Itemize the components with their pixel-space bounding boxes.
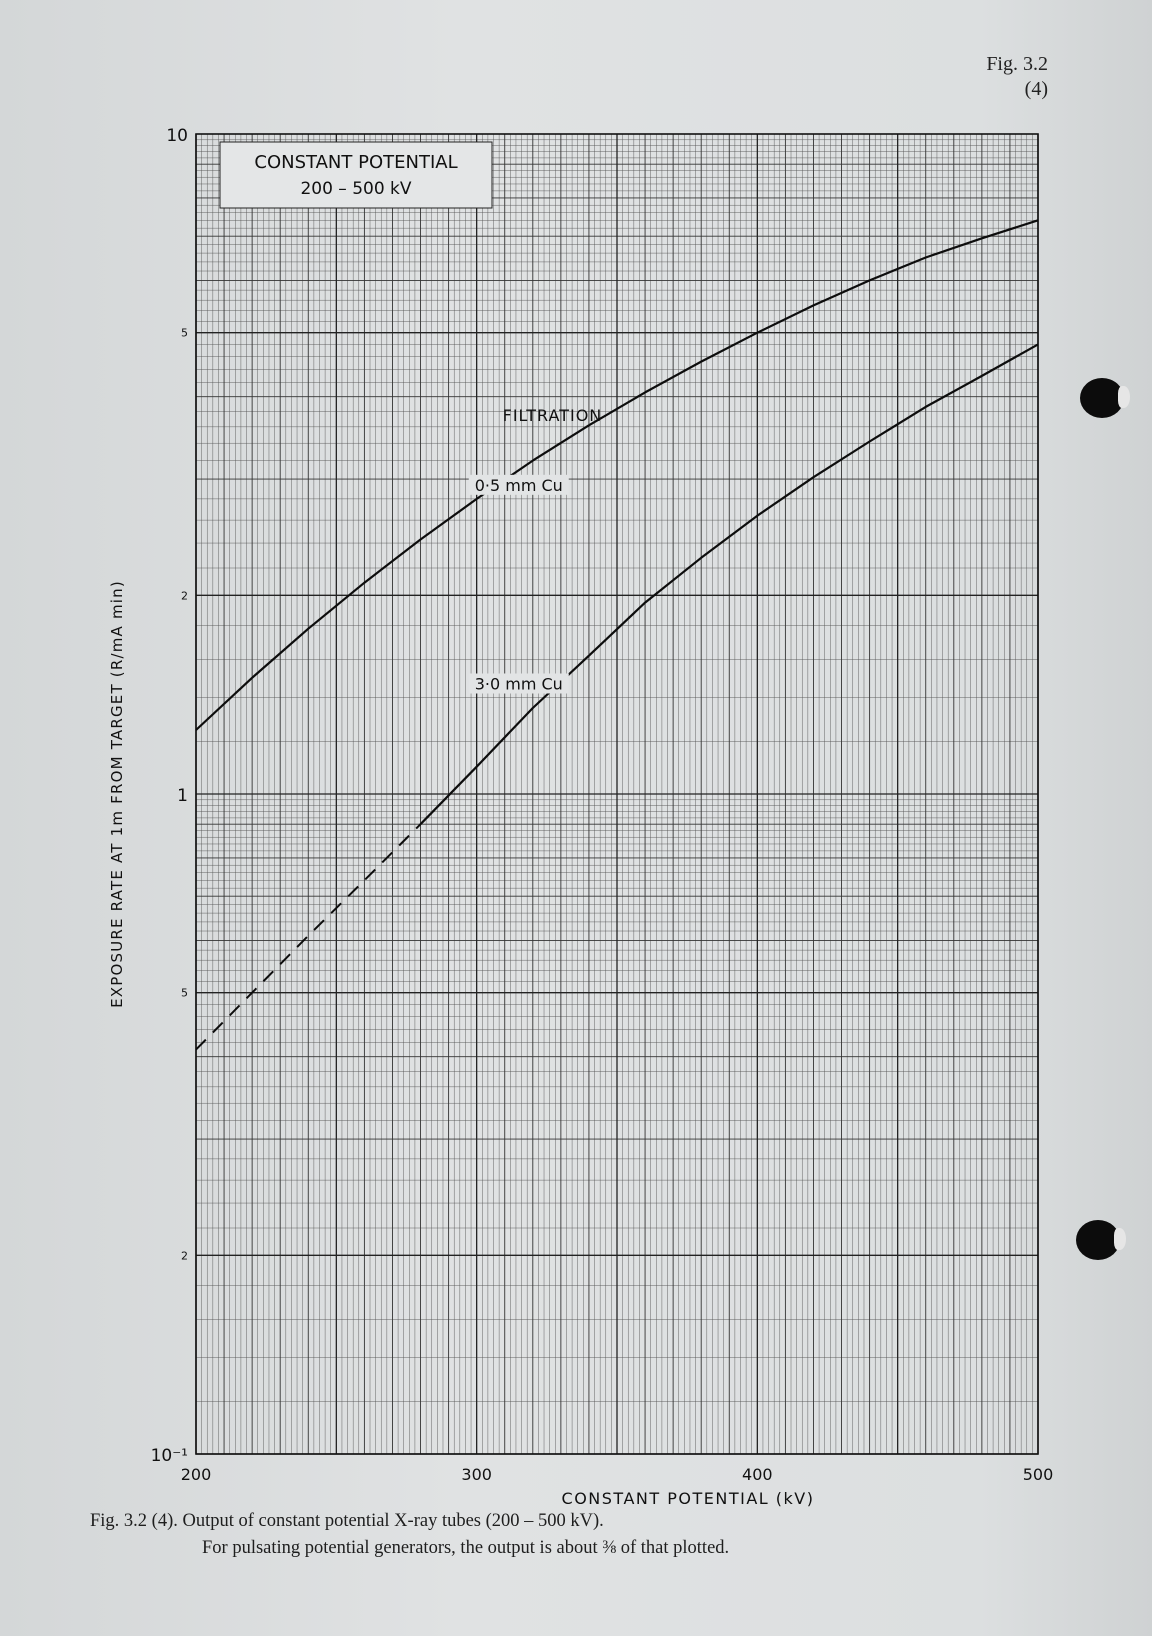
y-tick-label: 5 [181, 987, 188, 1000]
figure-caption: Fig. 3.2 (4). Output of constant potenti… [90, 1508, 729, 1562]
x-tick-label: 200 [181, 1465, 212, 1484]
series-line-0 [195, 219, 1039, 731]
series-line-1 [419, 343, 1039, 825]
y-tick-label: 10 [166, 126, 188, 146]
x-axis-label: CONSTANT POTENTIAL (kV) [562, 1489, 815, 1508]
series-labels: 0·5 mm Cu 3·0 mm Cu [468, 474, 569, 694]
figure-number: (4) [1024, 78, 1048, 100]
series-label-0: 0·5 mm Cu [475, 476, 563, 495]
x-tick-label: 500 [1023, 1465, 1054, 1484]
series-label-1: 3·0 mm Cu [475, 674, 563, 693]
plot-frame [195, 133, 1039, 1455]
y-tick-label: 10⁻¹ [151, 1446, 188, 1466]
y-axis-label: EXPOSURE RATE AT 1m FROM TARGET (R/mA mi… [108, 580, 126, 1008]
x-axis-ticks: 200 300 400 500 [181, 1465, 1054, 1484]
figure-label: Fig. 3.2 [986, 53, 1048, 75]
series-line-dashed-1 [195, 823, 422, 1051]
caption-line-2: For pulsating potential generators, the … [202, 1538, 730, 1558]
y-tick-label: 2 [181, 1249, 188, 1262]
chart-title-line-1: CONSTANT POTENTIAL [254, 152, 457, 173]
series-label-bg-0 [468, 474, 569, 495]
chart-title-box [219, 141, 493, 209]
x-tick-label: 400 [742, 1465, 773, 1484]
legend-title: FILTRATION [503, 406, 603, 425]
binder-hole-bottom [1076, 1220, 1126, 1260]
chart-title-line-2: 200 – 500 kV [300, 179, 411, 199]
x-tick-label: 300 [461, 1465, 492, 1484]
y-tick-label: 2 [181, 589, 188, 602]
y-tick-label: 5 [181, 327, 188, 340]
series-layer [195, 219, 1039, 1051]
chart-grid-major [195, 134, 1039, 1455]
y-axis-ticks: 10 5 2 1 5 2 10⁻¹ [151, 126, 188, 1466]
y-tick-label: 1 [177, 786, 188, 806]
series-label-bg-1 [468, 673, 569, 694]
caption-line-1: Fig. 3.2 (4). Output of constant potenti… [90, 1511, 604, 1531]
binder-hole-top [1080, 378, 1130, 418]
figure-reference: Fig. 3.2 (4) [986, 52, 1048, 102]
